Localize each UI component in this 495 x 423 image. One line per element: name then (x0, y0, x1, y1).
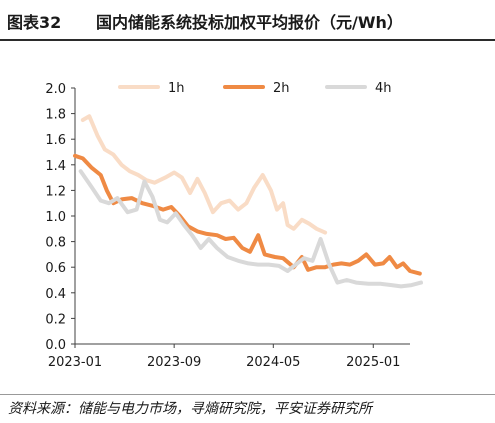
footer-rule (0, 394, 495, 395)
series-line-2h (73, 153, 422, 276)
y-tick-label: 1.0 (45, 210, 66, 225)
y-tick-label: 0.6 (45, 261, 66, 276)
y-axis-ticks: 0.0 0.2 0.4 0.6 0.8 1.0 1.2 1.4 1.6 1.8 2.0 (45, 82, 75, 353)
legend-label-4h: 4h (375, 81, 392, 96)
series-layer (73, 114, 423, 289)
y-tick-label: 0.4 (45, 287, 66, 302)
chart-title: 国内储能系统投标加权平均报价（元/Wh） (96, 13, 403, 32)
x-tick-label: 2023-09 (147, 355, 201, 370)
x-tick-label: 2024-05 (246, 355, 300, 370)
legend-label-1h: 1h (168, 81, 185, 96)
series-line-1h (80, 114, 328, 235)
legend-label-2h: 2h (273, 81, 290, 96)
x-tick-label: 2025-01 (346, 355, 400, 370)
figure-label: 图表32 (7, 13, 62, 32)
x-tick-label: 2023-01 (48, 355, 102, 370)
legend: 1h 2h 4h (118, 81, 392, 96)
y-tick-label: 1.6 (45, 133, 66, 148)
y-tick-label: 0.0 (45, 338, 66, 353)
y-tick-label: 1.2 (45, 184, 66, 199)
axes (74, 88, 410, 345)
header-rule (0, 39, 495, 41)
y-tick-label: 0.2 (45, 312, 66, 327)
y-tick-label: 1.4 (45, 159, 66, 174)
y-tick-label: 2.0 (45, 82, 66, 97)
y-tick-label: 0.8 (45, 236, 66, 251)
y-tick-label: 1.8 (45, 108, 66, 123)
figure-header: 图表32 国内储能系统投标加权平均报价（元/Wh） (0, 0, 495, 41)
source-note: 资料来源：储能与电力市场，寻熵研究院，平安证券研究所 (8, 401, 372, 417)
line-chart: 1h 2h 4h 0.0 0.2 0.4 0.6 0.8 1.0 1.2 1.4 1.6 1.8 2.0… (45, 81, 423, 370)
series-line-4h (78, 169, 423, 289)
x-axis-ticks: 2023-01 2023-09 2024-05 2025-01 (48, 344, 400, 370)
